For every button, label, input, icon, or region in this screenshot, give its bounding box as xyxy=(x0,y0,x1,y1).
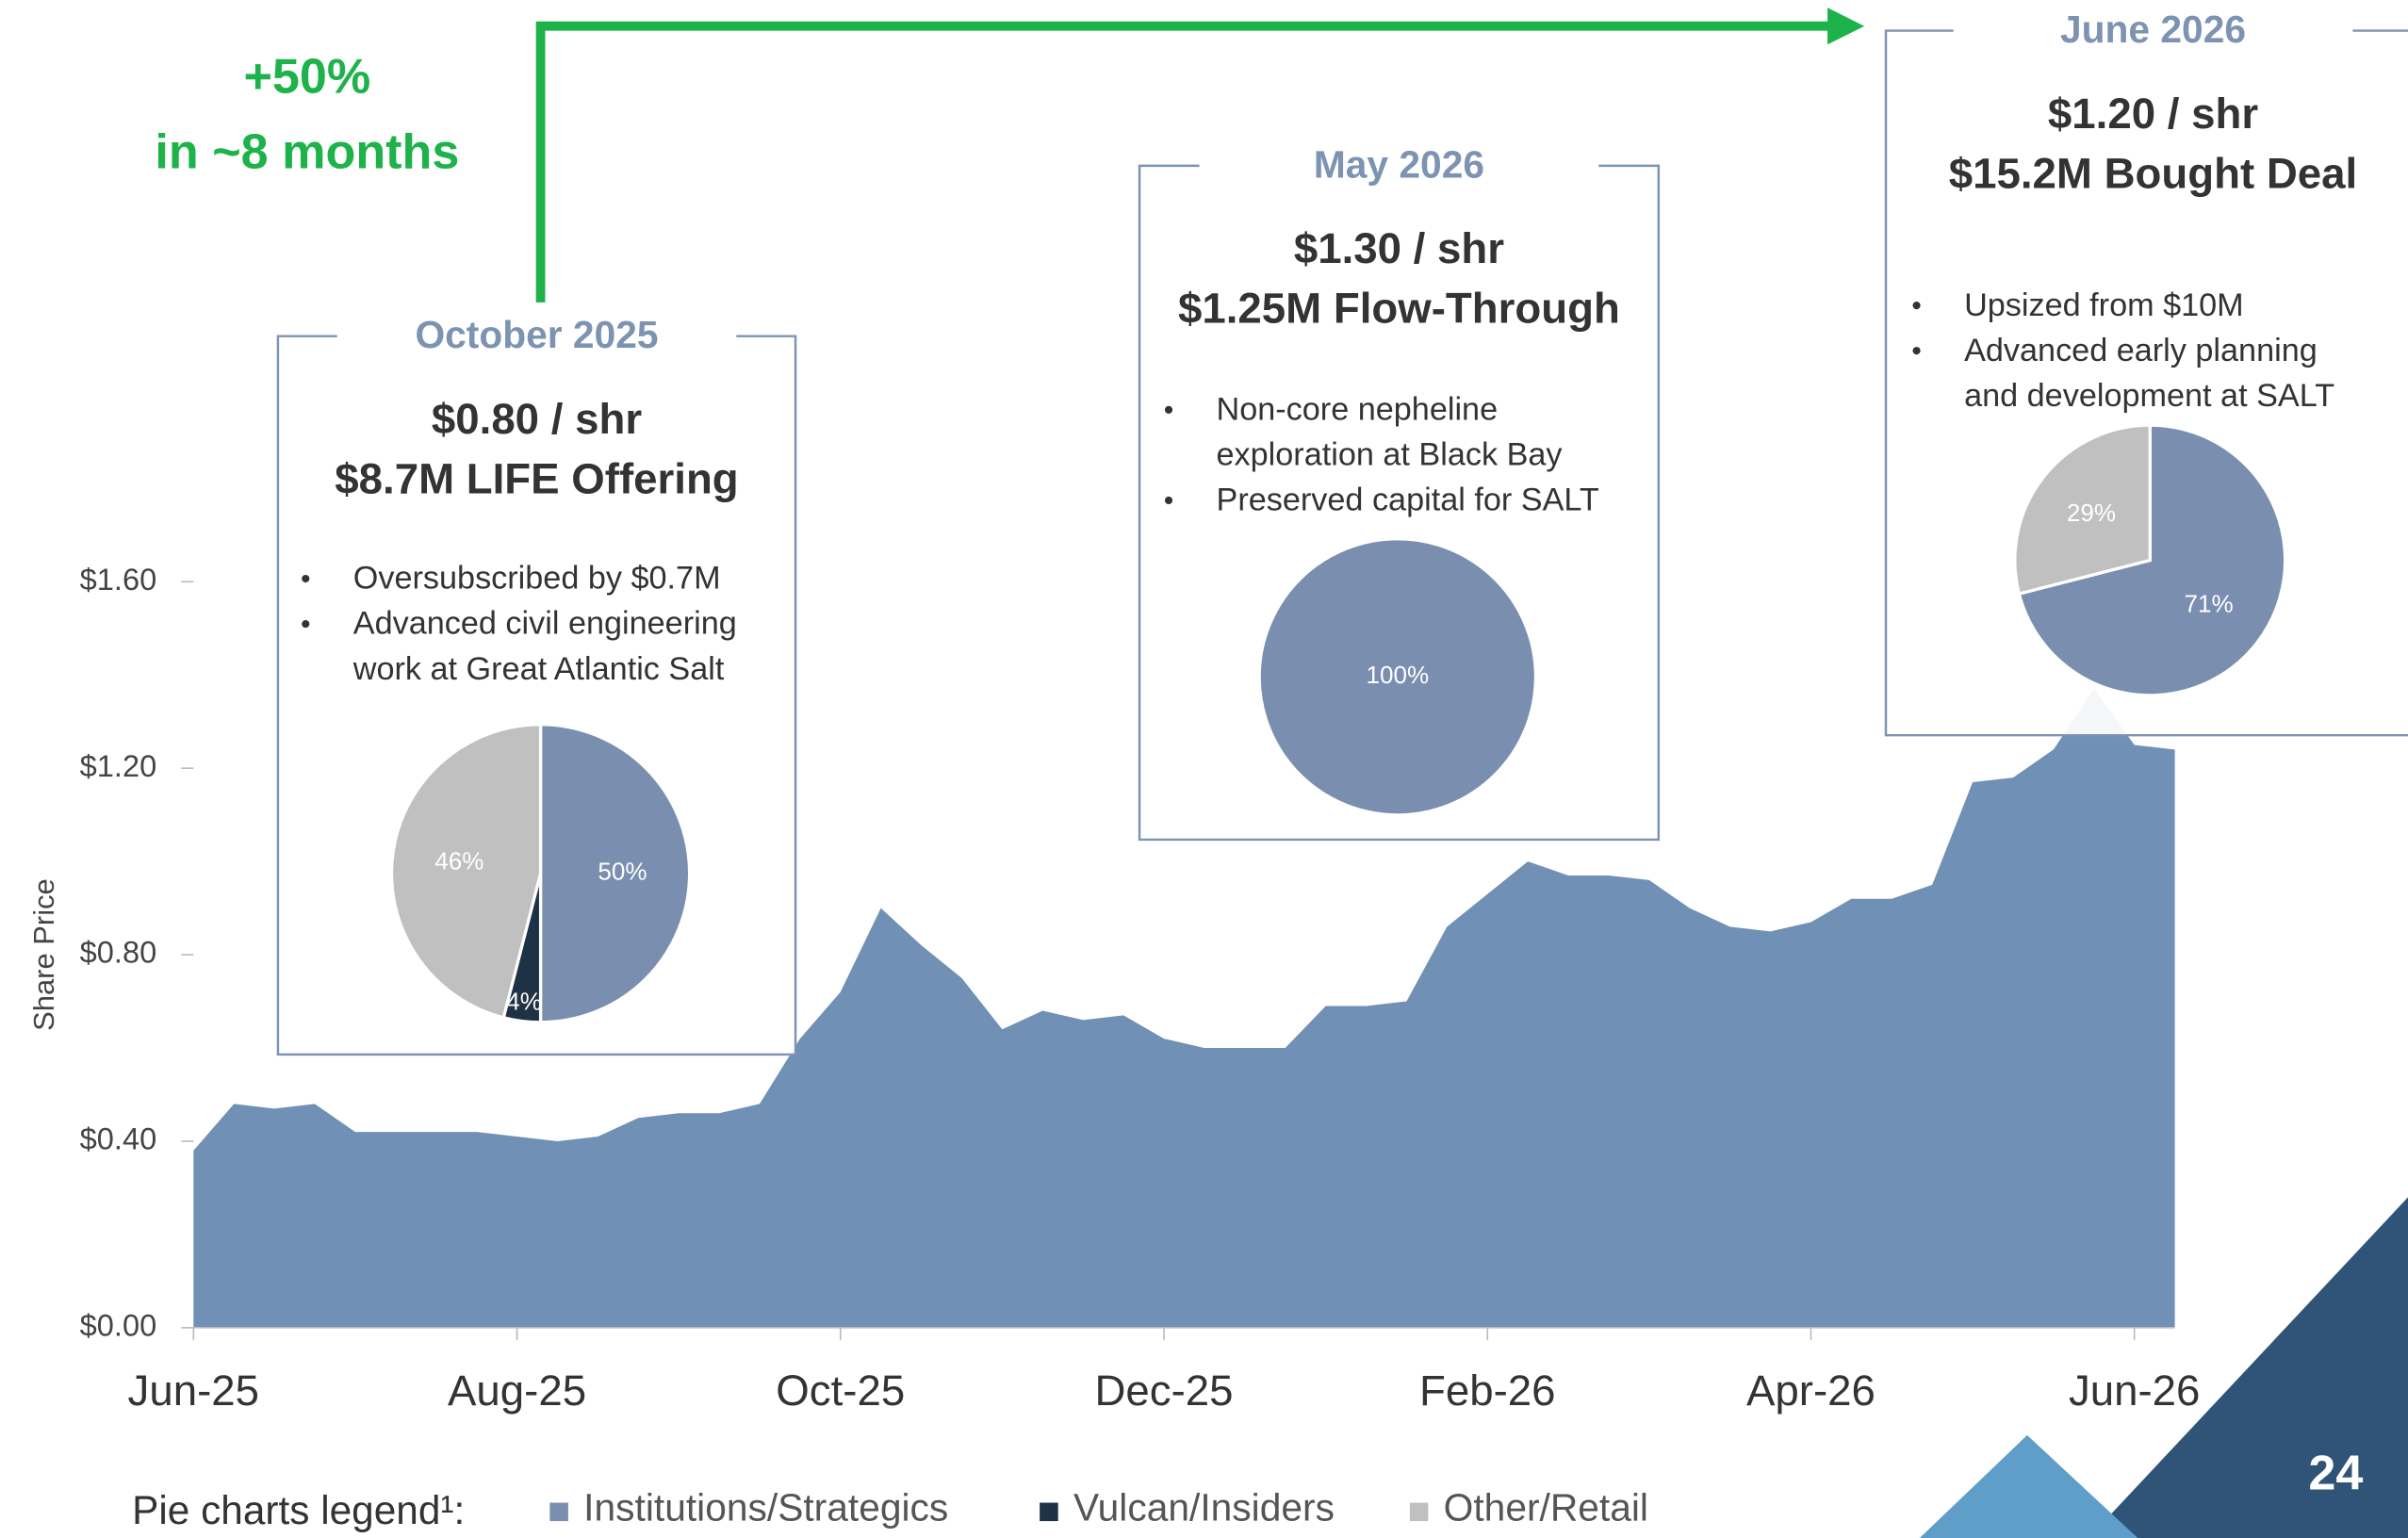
callout-date: May 2026 xyxy=(1314,142,1484,186)
legend-label: Other/Retail xyxy=(1444,1485,1648,1529)
y-tick-label: $0.80 xyxy=(80,936,157,970)
x-tick-label: Apr-26 xyxy=(1746,1366,1876,1415)
bullet-text: Advanced early planning xyxy=(1964,333,2318,368)
bullet-dot xyxy=(1912,302,1921,310)
page-number: 24 xyxy=(2308,1447,2363,1501)
callout-price: $1.30 / shr xyxy=(1294,224,1504,272)
bullet-text: exploration at Black Bay xyxy=(1217,437,1564,473)
pie-slice xyxy=(1257,537,1538,817)
pie-label: 71% xyxy=(2184,590,2233,618)
callout-deal: $8.7M LIFE Offering xyxy=(335,454,738,502)
pie-slice xyxy=(389,723,543,1020)
legend-label: Institutions/Strategics xyxy=(583,1485,948,1529)
growth-arrow xyxy=(535,21,1831,303)
bullet-dot xyxy=(1912,347,1921,355)
bullet-dot xyxy=(302,574,310,583)
pie-label: 4% xyxy=(506,988,542,1016)
pie-label: 29% xyxy=(2067,499,2116,527)
callout-price: $0.80 / shr xyxy=(432,395,642,443)
callout-deal: $15.2M Bought Deal xyxy=(1949,149,2357,197)
legend-swatch xyxy=(1409,1502,1429,1522)
callout-date: June 2026 xyxy=(2060,8,2246,51)
pie-label: 46% xyxy=(434,847,483,875)
bullet-text: and development at SALT xyxy=(1964,378,2334,414)
bullet-dot xyxy=(1164,496,1173,505)
bullet-text: Oversubscribed by $0.7M xyxy=(353,561,721,597)
callout-price: $1.20 / shr xyxy=(2048,90,2258,138)
x-tick-label: Jun-25 xyxy=(128,1366,259,1415)
price-area xyxy=(193,689,2175,1328)
legend-swatch xyxy=(549,1502,568,1522)
growth-text: in ~8 months xyxy=(155,124,459,179)
callout-deal: $1.25M Flow-Through xyxy=(1178,285,1620,333)
corner-decoration xyxy=(2089,1197,2408,1538)
x-tick-label: Aug-25 xyxy=(448,1366,586,1415)
pie-label: 50% xyxy=(598,858,647,886)
x-tick-label: Jun-26 xyxy=(2069,1366,2200,1415)
y-axis-label: Share Price xyxy=(27,878,60,1031)
growth-text: +50% xyxy=(243,49,370,104)
pie-slice xyxy=(2013,423,2152,597)
callout-border xyxy=(1884,29,2408,737)
y-tick-label: $1.60 xyxy=(80,563,157,597)
legend-swatch xyxy=(1040,1502,1058,1522)
y-tick-label: $0.40 xyxy=(80,1122,157,1156)
x-tick-label: Feb-26 xyxy=(1419,1366,1556,1415)
callout-border xyxy=(1138,164,1661,842)
bullet-text: Advanced civil engineering xyxy=(353,606,737,642)
pie-slice xyxy=(538,723,692,1024)
legend-label: Vulcan/Insiders xyxy=(1073,1485,1335,1529)
callout-date: October 2025 xyxy=(415,313,658,356)
bullet-text: work at Great Atlantic Salt xyxy=(352,651,725,687)
bullet-text: Upsized from $10M xyxy=(1964,287,2244,323)
pie-label: 100% xyxy=(1366,661,1429,689)
bullet-dot xyxy=(1164,405,1173,414)
x-tick-label: Dec-25 xyxy=(1094,1366,1233,1415)
bullet-dot xyxy=(302,620,310,629)
callout-border xyxy=(276,335,797,1056)
x-tick-label: Oct-25 xyxy=(776,1366,905,1415)
arrow-head xyxy=(1827,8,1865,45)
y-tick-label: $1.20 xyxy=(80,749,157,783)
bullet-text: Preserved capital for SALT xyxy=(1217,483,1599,518)
corner-decoration xyxy=(1919,1434,2138,1538)
pie-slice xyxy=(2017,423,2287,697)
y-tick-label: $0.00 xyxy=(80,1308,157,1342)
bullet-text: Non-core nepheline xyxy=(1217,392,1499,428)
legend-title: Pie charts legend¹: xyxy=(132,1488,465,1532)
